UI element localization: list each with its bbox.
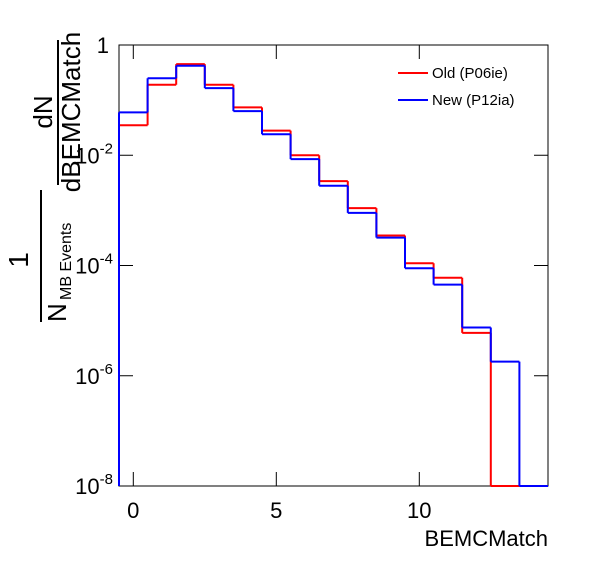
series bbox=[118, 63, 548, 487]
y-tick-label: 10-6 bbox=[75, 361, 113, 389]
x-tick-label: 5 bbox=[270, 498, 282, 523]
y-tick-label: 10-8 bbox=[75, 471, 113, 499]
legend-label: Old (P06ie) bbox=[432, 65, 508, 82]
y-label-part: MB Events bbox=[58, 223, 75, 300]
x-axis-label: BEMCMatch bbox=[425, 526, 548, 551]
y-tick-label: 1 bbox=[97, 33, 109, 58]
y-label-part: 1 bbox=[3, 252, 34, 268]
step-connector bbox=[118, 64, 492, 486]
step-connector bbox=[118, 65, 521, 486]
y-axis-label: 1 N MB Events dN dBEMCMatch bbox=[3, 32, 86, 322]
plot-frame bbox=[118, 44, 549, 487]
y-label-part: dN bbox=[28, 95, 58, 128]
x-tick-label: 0 bbox=[127, 498, 139, 523]
y-tick-label: 10-2 bbox=[75, 140, 113, 168]
legend-label: New (P12ia) bbox=[432, 92, 515, 109]
x-tick-label: 10 bbox=[407, 498, 431, 523]
y-tick-label: 10-4 bbox=[75, 251, 113, 279]
series bbox=[118, 64, 548, 487]
y-label-part: dBEMCMatch bbox=[56, 32, 86, 192]
y-label-part: N bbox=[42, 303, 72, 322]
